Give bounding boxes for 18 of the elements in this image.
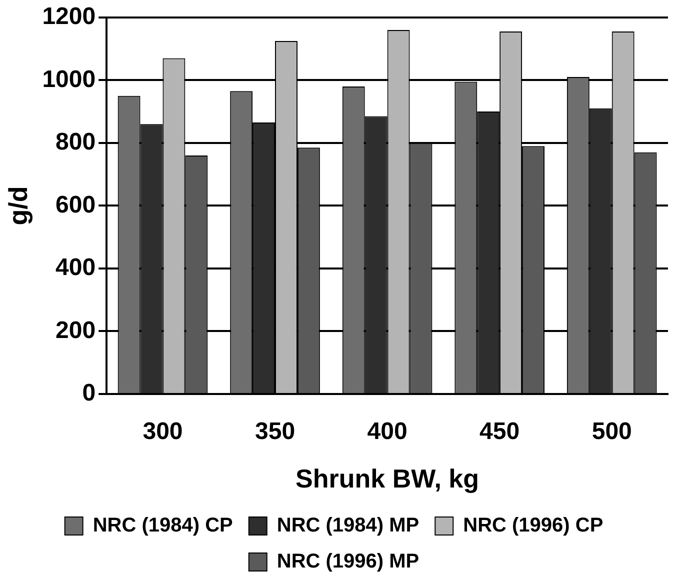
x-tick-label: 500 <box>592 418 632 446</box>
y-tick-label: 1200 <box>42 3 96 30</box>
y-tick-label: 400 <box>56 254 96 282</box>
legend-label: NRC (1996) CP <box>463 514 604 537</box>
x-tick-label: 400 <box>367 418 408 446</box>
x-tick-label: 450 <box>480 418 520 446</box>
y-axis-title: g/d <box>2 186 33 226</box>
legend-label: NRC (1996) MP <box>276 550 420 573</box>
y-tick-label: 1000 <box>42 66 96 93</box>
x-axis-title: Shrunk BW, kg <box>296 464 480 494</box>
y-tick-label: 800 <box>56 128 96 156</box>
y-tick-label: 600 <box>56 191 96 218</box>
x-tick-label: 350 <box>254 418 296 446</box>
legend-label: NRC (1984) CP <box>92 514 233 537</box>
y-tick-label: 200 <box>56 316 96 344</box>
y-tick-label: 0 <box>82 380 96 407</box>
x-tick-label: 300 <box>142 418 183 446</box>
legend-label: NRC (1984) MP <box>276 514 420 537</box>
